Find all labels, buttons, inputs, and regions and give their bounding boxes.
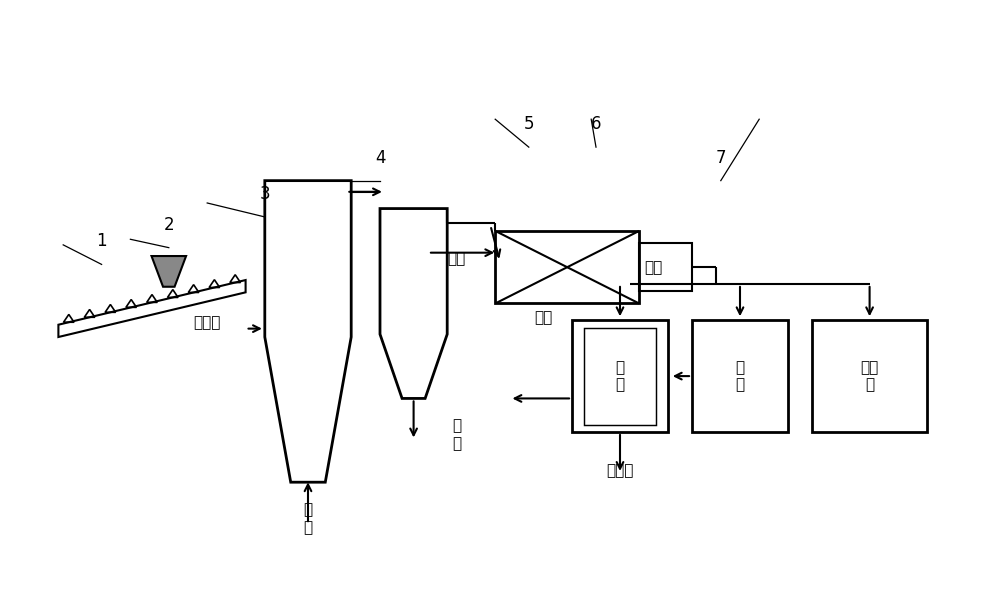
Text: 氮
气: 氮 气 xyxy=(303,503,313,535)
Text: 氧气: 氧气 xyxy=(448,251,466,266)
Text: 5: 5 xyxy=(524,115,534,133)
Bar xyxy=(584,328,656,425)
Bar xyxy=(572,320,668,432)
Text: 1: 1 xyxy=(96,232,107,251)
Text: 生物油: 生物油 xyxy=(606,464,634,478)
Bar xyxy=(639,243,692,291)
Text: 干
燥: 干 燥 xyxy=(735,360,745,392)
Text: 2: 2 xyxy=(163,215,174,234)
Bar xyxy=(812,320,927,432)
Text: 6: 6 xyxy=(591,115,601,133)
Text: 储气
罐: 储气 罐 xyxy=(860,360,879,392)
Text: 微波: 微波 xyxy=(534,310,552,325)
Text: 气体: 气体 xyxy=(644,260,663,275)
Text: 碳
渣: 碳 渣 xyxy=(452,419,461,451)
Text: 4: 4 xyxy=(375,149,385,167)
Text: 水蒸汽: 水蒸汽 xyxy=(194,316,221,331)
Text: 7: 7 xyxy=(716,149,726,167)
Text: 3: 3 xyxy=(259,185,270,203)
Bar xyxy=(692,320,788,432)
Polygon shape xyxy=(152,256,186,287)
Bar xyxy=(495,231,639,304)
Text: 冷
凝: 冷 凝 xyxy=(615,360,625,392)
